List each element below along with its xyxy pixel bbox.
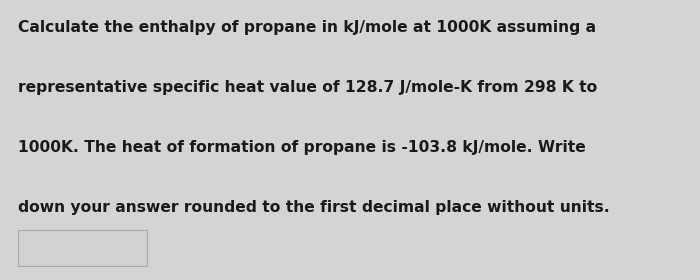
Text: 1000K. The heat of formation of propane is -103.8 kJ/mole. Write: 1000K. The heat of formation of propane … xyxy=(18,140,585,155)
FancyBboxPatch shape xyxy=(18,230,147,266)
Text: representative specific heat value of 128.7 J/mole-K from 298 K to: representative specific heat value of 12… xyxy=(18,80,596,95)
Text: down your answer rounded to the first decimal place without units.: down your answer rounded to the first de… xyxy=(18,200,609,215)
Text: Calculate the enthalpy of propane in kJ/mole at 1000K assuming a: Calculate the enthalpy of propane in kJ/… xyxy=(18,20,596,35)
